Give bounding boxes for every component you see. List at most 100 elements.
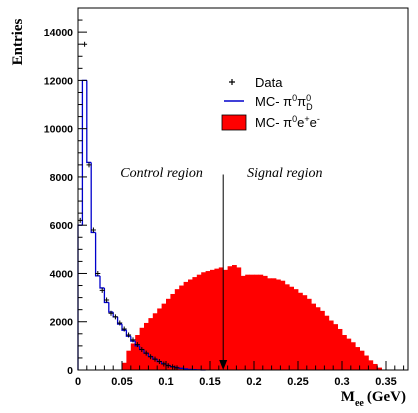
signal-bar [355, 347, 360, 370]
data-point [90, 227, 96, 233]
dalitz-bin [130, 336, 136, 342]
signal-bar [333, 324, 338, 370]
x-tick-label: 0 [75, 376, 81, 388]
signal-bar [298, 292, 303, 370]
data-point [161, 361, 167, 367]
signal-bar [170, 293, 176, 370]
signal-bar [372, 363, 378, 370]
legend-dalitz-sup1: 0 [292, 93, 297, 103]
data-point [130, 337, 136, 343]
x-tick-label: 0.35 [375, 376, 396, 388]
data-point [174, 365, 180, 371]
y-tick-label: 10000 [44, 124, 73, 136]
control-region-label: Control region [120, 166, 203, 181]
signal-bar [364, 355, 369, 370]
x-axis-title-main: M [341, 389, 355, 405]
dalitz-bin [125, 330, 131, 337]
legend-signal-prefix: MC- π [255, 115, 292, 130]
legend-dalitz-prefix: MC- π [255, 94, 292, 109]
x-axis-title-unit: (GeV) [367, 389, 406, 405]
data-point [77, 217, 83, 223]
data-point [165, 363, 171, 369]
y-tick-label: 12000 [44, 75, 73, 87]
signal-bar [157, 308, 162, 370]
signal-bar [311, 303, 316, 370]
signal-bar [122, 362, 127, 370]
dalitz-bin [182, 368, 188, 370]
signal-bar [232, 265, 237, 370]
signal-bar [166, 298, 171, 370]
signal-bar [126, 350, 132, 370]
signal-bar [346, 338, 352, 370]
legend-signal-e1: e [297, 115, 304, 130]
signal-bar [179, 285, 184, 370]
y-tick-label: 6000 [50, 220, 74, 232]
signal-bar [368, 360, 374, 370]
legend-signal-marker [221, 114, 247, 131]
region-annotations: Control region Signal region [120, 166, 322, 370]
y-axis-ticks: 0 2000 4000 6000 8000 10000 12000 14000 [44, 7, 87, 377]
legend-dalitz-sub: D [306, 102, 313, 112]
x-tick-label: 0.3 [334, 376, 349, 388]
x-axis-title: Mee (GeV) [341, 389, 406, 409]
legend-signal-e2: e [310, 115, 317, 130]
axes: 0 2000 4000 6000 8000 10000 12000 14000 0 0.05 0.… [10, 7, 409, 409]
signal-bar [258, 274, 264, 370]
x-tick-label: 0.15 [199, 376, 220, 388]
dalitz-bin [116, 316, 122, 325]
signal-bar [302, 295, 308, 370]
data-point [117, 320, 123, 326]
signal-bar [135, 335, 140, 370]
signal-bar [249, 274, 255, 370]
data-point [156, 359, 162, 365]
y-axis-title: Entries [10, 19, 26, 66]
legend: Data MC- π0π0 D MC- π0e+e- [221, 75, 320, 131]
signal-bar [205, 271, 211, 370]
signal-bar [174, 289, 180, 370]
dalitz-bin [90, 162, 96, 234]
signal-bar [214, 268, 220, 370]
x-tick-label: 0.2 [246, 376, 261, 388]
signal-bar [240, 275, 246, 370]
data-point [86, 162, 92, 168]
x-axis-ticks: 0 0.05 0.1 0.15 0.2 0.25 0.3 0.35 [75, 361, 405, 388]
signal-bar [152, 313, 158, 370]
signal-bar [262, 275, 268, 370]
data-point [143, 350, 149, 356]
signal-bar [284, 284, 290, 370]
x-axis-title-sub: ee [355, 398, 364, 409]
legend-dalitz-sup2: 0 [306, 93, 311, 103]
y-tick-label: 2000 [50, 317, 74, 329]
signal-bar [254, 274, 259, 370]
signal-bar [315, 307, 321, 370]
signal-mc-histogram [122, 265, 382, 370]
signal-bar [218, 267, 224, 370]
data-point [99, 287, 105, 293]
signal-bar [227, 266, 233, 370]
signal-region-label: Signal region [247, 166, 322, 181]
signal-bar [320, 310, 325, 370]
legend-signal-sup1: 0 [292, 114, 297, 124]
data-point [95, 270, 101, 276]
dalitz-bin [99, 275, 105, 289]
data-point [112, 314, 118, 320]
data-point [104, 297, 110, 303]
signal-bar [306, 298, 312, 370]
signal-bar [276, 279, 281, 370]
legend-data-label: Data [255, 75, 283, 90]
dalitz-bin [134, 341, 140, 347]
data-point [139, 346, 145, 352]
x-tick-label: 0.1 [158, 376, 173, 388]
signal-bar [130, 343, 136, 370]
data-point [121, 326, 127, 332]
signal-bar [188, 279, 193, 370]
dalitz-bin [178, 367, 184, 369]
signal-bar [350, 342, 356, 370]
signal-bar [183, 281, 189, 370]
x-tick-label: 0.25 [287, 376, 308, 388]
dalitz-bin [108, 302, 114, 313]
data-point [148, 354, 154, 360]
data-points [77, 41, 180, 371]
dalitz-bin [81, 79, 87, 226]
